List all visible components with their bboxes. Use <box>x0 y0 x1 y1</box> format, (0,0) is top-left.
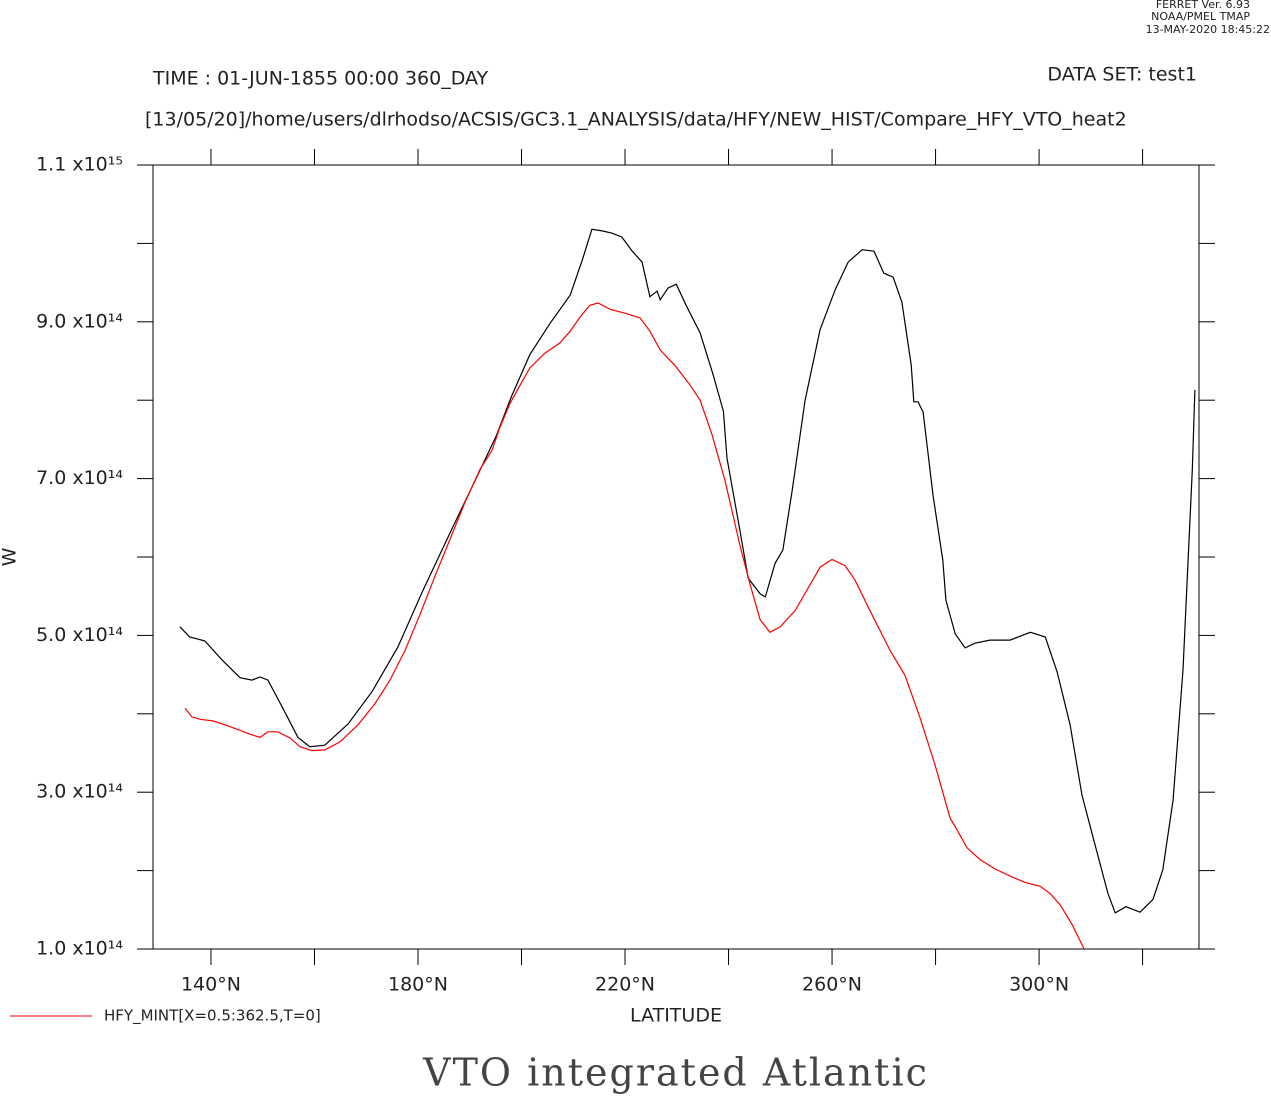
path-label: [13/05/20]/home/users/dlrhodso/ACSIS/GC3… <box>145 109 1127 131</box>
legend-label: HFY_MINT[X=0.5:362.5,T=0] <box>104 1007 321 1026</box>
timestamp: 13-MAY-2020 18:45:22 <box>1146 23 1270 36</box>
y-tick-label: 3.0 x10¹⁴ <box>36 781 123 803</box>
y-tick-label: 1.0 x10¹⁴ <box>36 938 123 960</box>
dataset-label: DATA SET: test1 <box>1047 64 1197 86</box>
x-tick-label: 260°N <box>802 974 862 996</box>
y-axis-label: W <box>0 547 21 566</box>
version: FERRET Ver. 6.93 <box>1156 0 1250 11</box>
y-tick-label: 9.0 x10¹⁴ <box>36 310 123 332</box>
x-axis-label: LATITUDE <box>630 1005 722 1027</box>
chart-title: VTO integrated Atlantic <box>422 1051 929 1095</box>
plot-frame <box>152 164 1200 950</box>
org: NOAA/PMEL TMAP <box>1151 10 1250 23</box>
x-tick-label: 300°N <box>1009 974 1069 996</box>
y-tick-label: 5.0 x10¹⁴ <box>36 624 123 646</box>
series-line <box>184 302 1085 949</box>
y-tick-label: 7.0 x10¹⁴ <box>36 467 123 489</box>
time-label: TIME : 01-JUN-1855 00:00 360_DAY <box>152 68 489 90</box>
y-tick-label: 1.1 x10¹⁵ <box>36 154 123 176</box>
x-tick-label: 220°N <box>595 974 655 996</box>
series-line <box>179 228 1196 914</box>
x-tick-label: 180°N <box>388 974 448 996</box>
x-tick-label: 140°N <box>181 974 241 996</box>
